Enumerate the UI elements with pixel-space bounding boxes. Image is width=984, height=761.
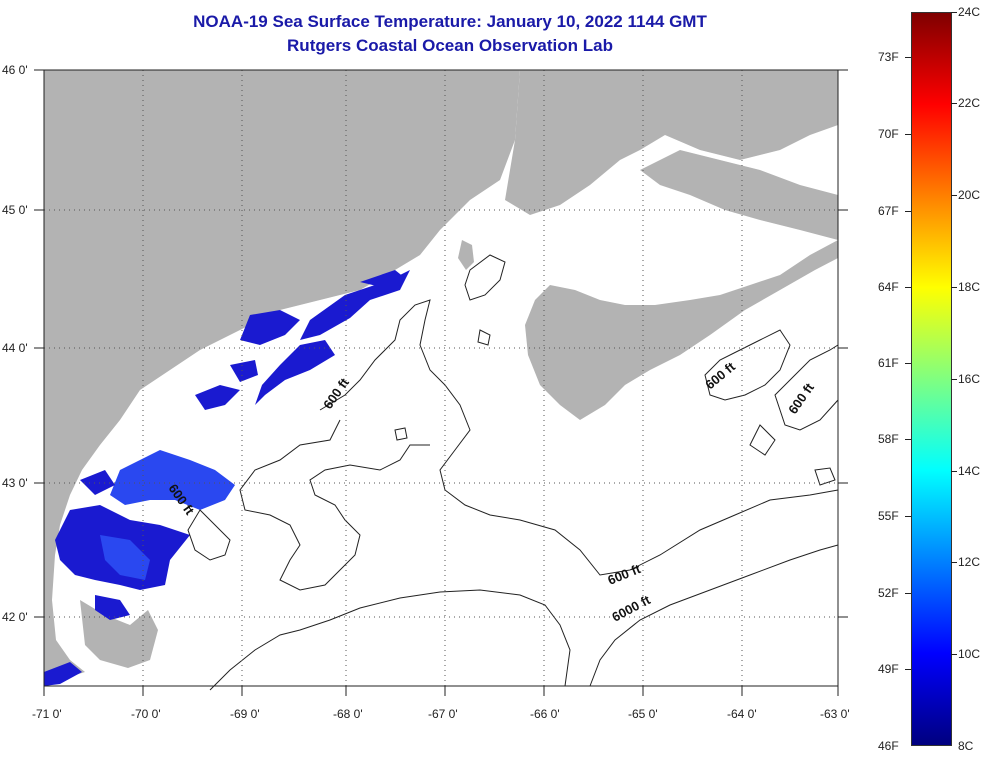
- lon-label: -63 0': [820, 707, 850, 721]
- lon-label: -71 0': [32, 707, 62, 721]
- colorbar-celsius-label: 14C: [958, 464, 981, 478]
- lon-label: -67 0': [428, 707, 458, 721]
- sst-map: 600 ft 600 ft 600 ft 600 ft 600 ft 6000 …: [2, 63, 850, 721]
- colorbar-fahrenheit-label: 49F: [878, 662, 899, 676]
- colorbar-fahrenheit-label: 70F: [878, 127, 899, 141]
- colorbar-celsius-label: 10C: [958, 647, 981, 661]
- bathymetry-contours: [187, 254, 839, 691]
- colorbar-fahrenheit-label: 58F: [878, 432, 899, 446]
- colorbar-fahrenheit-label: 55F: [878, 509, 899, 523]
- map-frame: [43, 69, 839, 687]
- lat-label: 45 0': [2, 203, 28, 217]
- colorbar-tick: [905, 669, 911, 670]
- colorbar-fahrenheit-label: 64F: [878, 280, 899, 294]
- lat-label: 43 0': [2, 476, 28, 490]
- lat-label: 46 0': [2, 63, 28, 77]
- colorbar-tick: [951, 379, 957, 380]
- colorbar-tick: [951, 195, 957, 196]
- lon-label: -70 0': [131, 707, 161, 721]
- lat-label: 42 0': [2, 610, 28, 624]
- colorbar-celsius-label: 16C: [958, 372, 981, 386]
- land-nova-scotia-north: [640, 150, 838, 240]
- sst-pixels: [44, 270, 410, 686]
- colorbar-celsius-label: 12C: [958, 555, 981, 569]
- colorbar-celsius-label: 8C: [958, 739, 974, 753]
- lon-label: -66 0': [530, 707, 560, 721]
- colorbar-tick: [951, 287, 957, 288]
- map-subtitle: Rutgers Coastal Ocean Observation Lab: [287, 36, 613, 55]
- lon-label: -64 0': [727, 707, 757, 721]
- lon-label: -65 0': [628, 707, 658, 721]
- colorbar-celsius-label: 18C: [958, 280, 981, 294]
- colorbar-tick: [951, 103, 957, 104]
- colorbar-celsius-label: 22C: [958, 96, 981, 110]
- colorbar-tick: [905, 211, 911, 212]
- colorbar-fahrenheit-label: 46F: [878, 739, 899, 753]
- map-title: NOAA-19 Sea Surface Temperature: January…: [193, 12, 707, 31]
- colorbar-fahrenheit-label: 52F: [878, 586, 899, 600]
- colorbar-tick: [905, 57, 911, 58]
- colorbar-tick: [951, 471, 957, 472]
- colorbar-celsius-label: 20C: [958, 188, 981, 202]
- colorbar-tick: [951, 12, 957, 13]
- colorbar-tick: [905, 439, 911, 440]
- colorbar-tick: [905, 593, 911, 594]
- colorbar-tick: [905, 363, 911, 364]
- colorbar-fahrenheit-label: 67F: [878, 204, 899, 218]
- land-new-brunswick: [505, 70, 838, 215]
- colorbar-tick: [951, 562, 957, 563]
- colorbar-tick: [905, 516, 911, 517]
- colorbar-celsius-label: 24C: [958, 5, 981, 19]
- land-nova-scotia: [525, 240, 838, 420]
- land-grand-manan: [458, 240, 474, 270]
- temperature-colorbar: [911, 12, 952, 746]
- land-new-england: [44, 70, 520, 686]
- colorbar-tick: [951, 654, 957, 655]
- lon-label: -69 0': [230, 707, 260, 721]
- lon-label: -68 0': [333, 707, 363, 721]
- colorbar-fahrenheit-label: 73F: [878, 50, 899, 64]
- colorbar-tick: [905, 134, 911, 135]
- colorbar-fahrenheit-label: 61F: [878, 356, 899, 370]
- colorbar-tick: [905, 287, 911, 288]
- lat-label: 44 0': [2, 341, 28, 355]
